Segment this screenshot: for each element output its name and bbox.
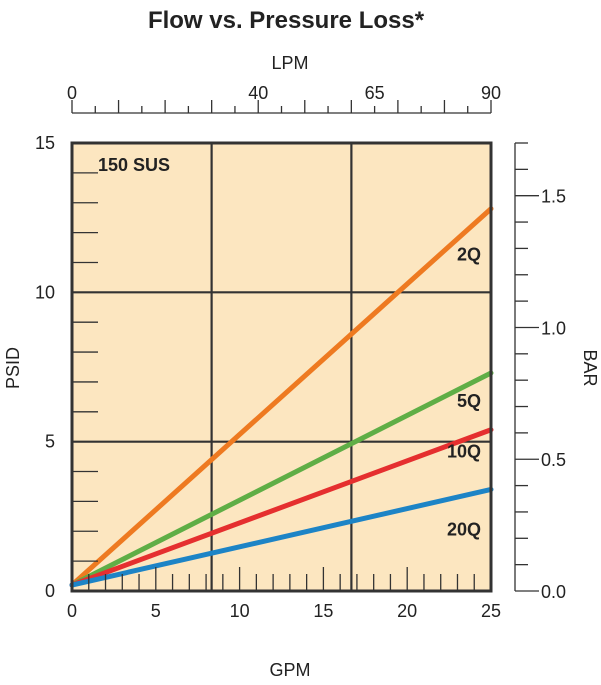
bar-tick-label: 1.0: [541, 318, 566, 338]
series-label-20q: 20Q: [447, 519, 481, 539]
top-axis-title: LPM: [271, 53, 308, 73]
psid-tick-label: 0: [45, 581, 55, 601]
series-label-10q: 10Q: [447, 442, 481, 462]
psid-tick-label: 5: [45, 432, 55, 452]
lpm-tick-label: 65: [365, 83, 385, 103]
lpm-tick-label: 90: [481, 83, 501, 103]
series-label-2q: 2Q: [457, 245, 481, 265]
gpm-tick-label: 0: [67, 601, 77, 621]
psid-tick-label: 15: [35, 133, 55, 153]
gpm-tick-label: 10: [230, 601, 250, 621]
left-axis-title: PSID: [3, 347, 23, 389]
plot-area: [72, 143, 491, 591]
gpm-tick-label: 20: [397, 601, 417, 621]
bottom-axis-title: GPM: [269, 660, 310, 680]
gpm-tick-label: 5: [151, 601, 161, 621]
lpm-tick-label: 0: [67, 83, 77, 103]
right-axis-title: BAR: [580, 349, 600, 386]
chart-title: Flow vs. Pressure Loss*: [148, 7, 425, 34]
psid-tick-label: 10: [35, 282, 55, 302]
lpm-tick-label: 40: [248, 83, 268, 103]
bar-tick-label: 0.0: [541, 582, 566, 602]
bar-tick-label: 0.5: [541, 450, 566, 470]
bar-tick-label: 1.5: [541, 187, 566, 207]
series-label-5q: 5Q: [457, 391, 481, 411]
gpm-tick-label: 15: [313, 601, 333, 621]
viscosity-annotation: 150 SUS: [98, 155, 170, 175]
gpm-tick-label: 25: [481, 601, 501, 621]
